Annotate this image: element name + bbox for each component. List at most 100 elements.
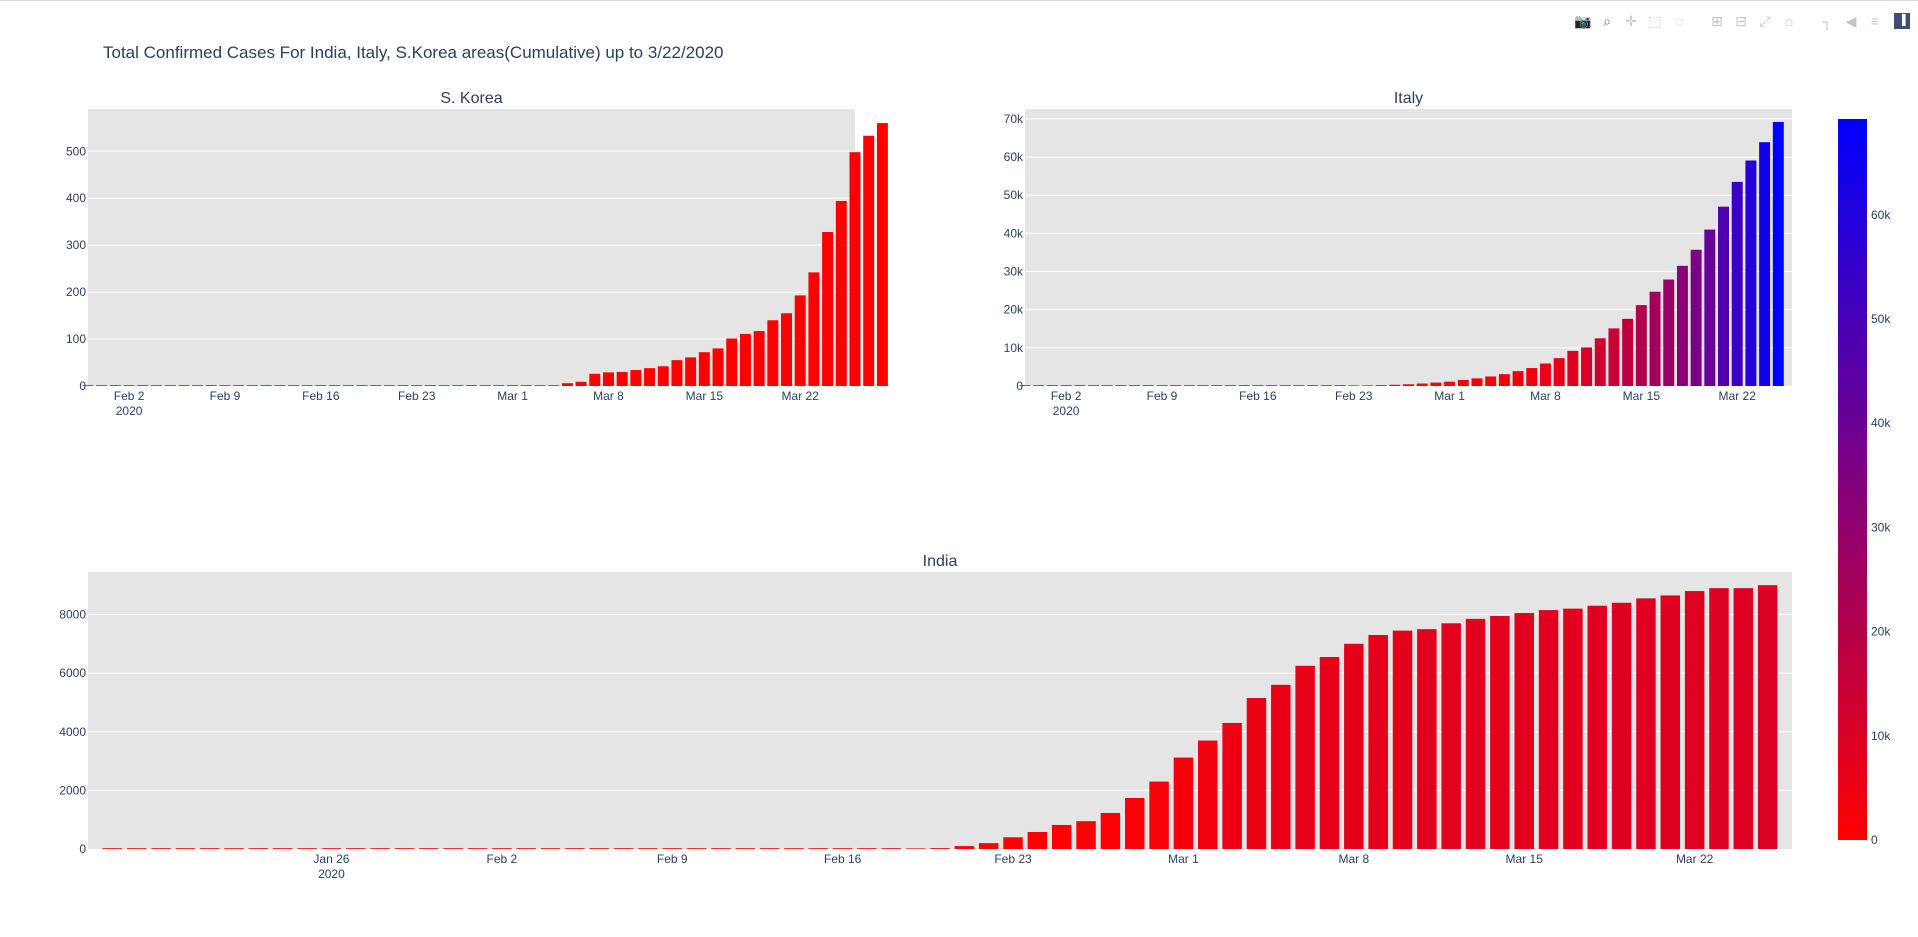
box-select-icon[interactable]: ⬚ — [1648, 13, 1662, 29]
bar[interactable] — [1319, 657, 1340, 849]
bar[interactable] — [589, 373, 601, 386]
bar[interactable] — [224, 848, 244, 849]
bar[interactable] — [1526, 368, 1538, 386]
bar[interactable] — [1512, 371, 1524, 386]
bar[interactable] — [1611, 602, 1632, 849]
bar[interactable] — [781, 313, 792, 386]
bar[interactable] — [1490, 615, 1510, 849]
bar[interactable] — [137, 385, 149, 386]
bar[interactable] — [1465, 618, 1486, 849]
bar[interactable] — [1074, 385, 1086, 386]
hover-closest-icon[interactable]: ◀ — [1845, 13, 1857, 29]
bar[interactable] — [438, 385, 450, 386]
bar[interactable] — [1676, 265, 1688, 386]
hover-compare-icon[interactable]: ≡ — [1870, 13, 1880, 29]
bar[interactable] — [1567, 350, 1579, 386]
bar[interactable] — [1538, 610, 1559, 849]
camera-icon[interactable]: 📷 — [1574, 13, 1592, 29]
bar[interactable] — [411, 385, 423, 386]
bar[interactable] — [794, 295, 806, 386]
bar[interactable] — [1539, 363, 1551, 386]
bar[interactable] — [507, 385, 519, 386]
bar[interactable] — [443, 848, 463, 849]
bar[interactable] — [822, 232, 834, 386]
bar[interactable] — [1156, 385, 1168, 386]
bar[interactable] — [151, 385, 162, 386]
bar[interactable] — [219, 385, 231, 386]
bar[interactable] — [753, 331, 765, 386]
bar[interactable] — [274, 385, 286, 386]
bar[interactable] — [739, 333, 751, 386]
bar[interactable] — [540, 848, 561, 849]
bar[interactable] — [178, 385, 190, 386]
bar[interactable] — [1142, 385, 1154, 386]
bar[interactable] — [493, 385, 505, 386]
bar[interactable] — [273, 848, 293, 849]
bar[interactable] — [1033, 385, 1045, 386]
bar[interactable] — [1051, 824, 1072, 849]
bar[interactable] — [151, 848, 171, 849]
bar[interactable] — [1076, 821, 1096, 849]
bar[interactable] — [123, 385, 135, 386]
bar[interactable] — [1149, 781, 1169, 849]
bar[interactable] — [329, 385, 341, 386]
bar[interactable] — [534, 385, 546, 386]
bar[interactable] — [735, 848, 755, 849]
bar[interactable] — [712, 348, 724, 386]
bar[interactable] — [248, 848, 269, 849]
zoom-icon[interactable]: ⌕ — [1603, 13, 1611, 29]
bar[interactable] — [1368, 635, 1388, 849]
bar[interactable] — [419, 848, 439, 849]
bar[interactable] — [1581, 347, 1593, 386]
bar[interactable] — [297, 848, 317, 849]
bar[interactable] — [698, 352, 710, 386]
bar[interactable] — [1403, 384, 1414, 386]
bar[interactable] — [383, 385, 395, 386]
bar[interactable] — [452, 385, 464, 386]
bar[interactable] — [954, 846, 975, 849]
bar[interactable] — [1046, 385, 1058, 386]
bar[interactable] — [1197, 385, 1209, 386]
bar[interactable] — [260, 385, 272, 386]
spike-lines-icon[interactable]: ┐ — [1822, 13, 1832, 29]
bar[interactable] — [1416, 383, 1428, 386]
bar[interactable] — [1271, 684, 1291, 849]
bar[interactable] — [685, 357, 697, 386]
bar[interactable] — [467, 848, 488, 849]
bar[interactable] — [1224, 385, 1236, 386]
bar[interactable] — [321, 848, 342, 849]
bar[interactable] — [1733, 588, 1754, 849]
reset-axes-icon[interactable]: ⌂ — [1784, 13, 1794, 29]
bar[interactable] — [561, 383, 573, 386]
bar[interactable] — [126, 848, 147, 849]
bar[interactable] — [287, 385, 299, 386]
bar[interactable] — [849, 152, 861, 386]
plotly-logo-icon[interactable]: ▐ — [1894, 13, 1910, 29]
bar[interactable] — [1635, 305, 1647, 386]
bar[interactable] — [1252, 385, 1264, 386]
bar[interactable] — [1757, 585, 1778, 849]
bar[interactable] — [1246, 698, 1267, 849]
bar[interactable] — [1173, 757, 1194, 849]
bar[interactable] — [711, 848, 731, 849]
bar[interactable] — [1731, 181, 1743, 386]
bar[interactable] — [602, 372, 614, 386]
bar[interactable] — [109, 385, 121, 386]
bar[interactable] — [1608, 328, 1620, 386]
bar[interactable] — [1759, 142, 1771, 386]
bar[interactable] — [1307, 385, 1319, 386]
autoscale-icon[interactable]: ⤢ — [1759, 13, 1771, 29]
bar[interactable] — [1129, 385, 1141, 386]
bar[interactable] — [759, 848, 780, 849]
bar[interactable] — [1718, 206, 1729, 386]
bar[interactable] — [164, 385, 176, 386]
bar[interactable] — [863, 135, 875, 386]
bar[interactable] — [1125, 797, 1145, 849]
zoom-in-icon[interactable]: ⊞ — [1711, 13, 1723, 29]
bar[interactable] — [565, 848, 585, 849]
bar[interactable] — [192, 385, 204, 386]
bar[interactable] — [516, 848, 536, 849]
bar[interactable] — [1222, 722, 1242, 849]
bar[interactable] — [575, 381, 587, 386]
bar[interactable] — [1444, 381, 1456, 386]
